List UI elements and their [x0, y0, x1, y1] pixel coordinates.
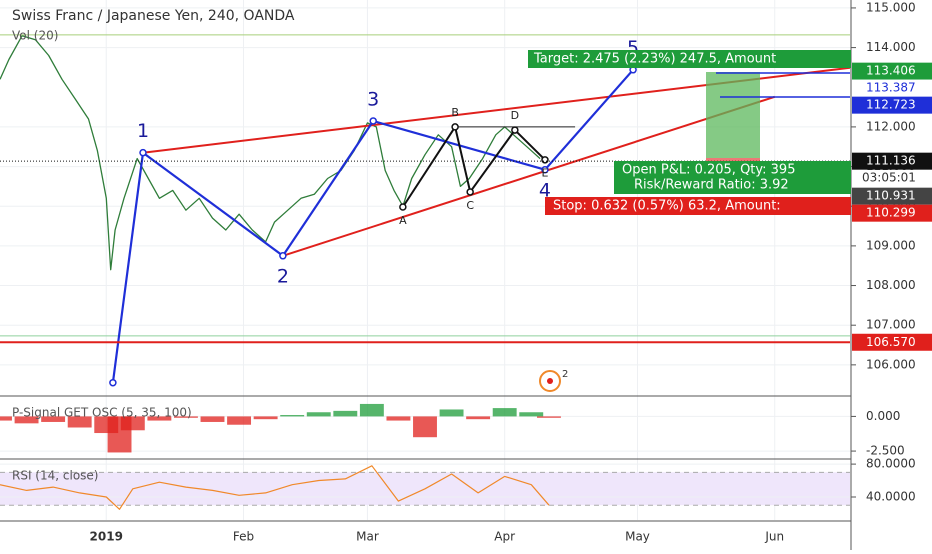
- oscillator-bar: [519, 412, 544, 417]
- y-tick-label: 40.0000: [866, 489, 916, 503]
- oscillator-bar: [147, 416, 172, 421]
- price-marker: [852, 96, 932, 114]
- price-marker-label: 110.299: [866, 206, 916, 220]
- price-marker-label: 106.570: [866, 335, 916, 349]
- wave-label: C: [466, 199, 474, 212]
- wave-point: [541, 165, 549, 174]
- oscillator-bar: [537, 416, 561, 418]
- wave-point: [139, 148, 147, 157]
- wave-label: E: [541, 167, 548, 180]
- price-marker-label: 111.136: [866, 154, 916, 168]
- y-tick-label: 112.000: [866, 119, 916, 133]
- series-line: [0, 35, 541, 271]
- price-marker-label: 110.931: [866, 189, 916, 203]
- price-marker: [852, 62, 932, 80]
- y-tick-label: 0.000: [866, 409, 900, 423]
- oscillator-bar: [386, 416, 411, 421]
- wave-label: 1: [137, 120, 149, 142]
- price-marker-label: 113.406: [866, 64, 916, 78]
- wave-label: 2: [277, 265, 289, 287]
- series-line: [282, 95, 776, 257]
- price-marker: [852, 204, 932, 222]
- oscillator-bar: [359, 403, 384, 417]
- x-tick-label: Mar: [356, 530, 379, 544]
- oscillator-bar: [173, 416, 198, 418]
- x-tick-label: 2019: [90, 530, 123, 544]
- wave-point: [279, 252, 287, 260]
- wave-point: [541, 156, 549, 164]
- oscillator-bar: [120, 416, 145, 431]
- wave-label: 3: [367, 88, 379, 110]
- oscillator-bar: [200, 416, 225, 422]
- y-tick-label: 108.000: [866, 278, 916, 292]
- oscillator-bar: [492, 408, 517, 417]
- oscillator-bar: [439, 409, 464, 417]
- y-tick-label: 109.000: [866, 238, 916, 252]
- wave-point: [466, 188, 474, 196]
- rsi-label: RSI (14, close): [12, 469, 98, 483]
- wave-point: [399, 203, 407, 211]
- oscillator-bar: [14, 416, 39, 424]
- alert-count: 2: [562, 369, 568, 380]
- pl-box: [614, 161, 851, 194]
- oscillator-bar: [306, 412, 331, 417]
- y-tick-label: 106.000: [866, 357, 916, 371]
- y-tick-label: 114.000: [866, 40, 916, 54]
- oscillator-bar: [253, 416, 278, 420]
- stop-box: [545, 197, 851, 215]
- y-tick-label: 80.0000: [866, 457, 916, 471]
- oscillator-bar: [0, 416, 12, 421]
- oscillator-bar: [333, 410, 358, 417]
- oscillator-bar: [280, 415, 305, 417]
- oscillator-bar: [466, 416, 491, 420]
- open-pl-text: Open P&L: 0.205, Qty: 395: [622, 163, 795, 178]
- y-tick-label: -2.500: [866, 444, 905, 458]
- axis-labels: 2019 Feb Mar Apr May Jun 106.000 107.000 108.000…: [90, 0, 932, 544]
- y-tick-label: 107.000: [866, 318, 916, 332]
- alert-icon[interactable]: [539, 370, 561, 392]
- wave-point: [451, 123, 459, 131]
- profit-zone: [706, 72, 760, 158]
- risk-reward-text: Risk/Reward Ratio: 3.92: [634, 178, 789, 193]
- target-box: [528, 50, 851, 68]
- oscillator-bar: [41, 416, 66, 422]
- price-marker: [852, 152, 932, 170]
- wave-label: A: [399, 214, 407, 227]
- wave-label: D: [511, 109, 519, 122]
- price-marker: [852, 79, 932, 97]
- overlay: Swiss Franc / Japanese Yen, 240, OANDA V…: [12, 8, 851, 483]
- oscillator-label: P-Signal GET OSC (5, 35, 100): [12, 406, 192, 420]
- wave-label: 4: [539, 179, 551, 201]
- price-marker-label: 113.387: [866, 81, 916, 95]
- wave-label: B: [451, 106, 459, 119]
- stop-text: Stop: 0.632 (0.57%) 63.2, Amount:: [553, 199, 781, 214]
- x-tick-label: Feb: [233, 530, 254, 544]
- x-tick-label: Jun: [764, 530, 784, 544]
- wave-point: [369, 117, 377, 125]
- chart-title: Swiss Franc / Japanese Yen, 240, OANDA: [12, 8, 295, 24]
- oscillator-bar: [413, 416, 437, 438]
- target-text: Target: 2.475 (2.23%) 247.5, Amount: [533, 52, 776, 67]
- price-marker: [852, 187, 932, 205]
- oscillator-bar: [67, 416, 92, 428]
- price-marker-label: 112.723: [866, 98, 916, 112]
- volume-label: Vol (20): [12, 29, 58, 43]
- countdown: 03:05:01: [862, 171, 916, 185]
- position-tool: [706, 72, 850, 166]
- oscillator-bar: [227, 416, 252, 425]
- price-marker: [852, 333, 932, 351]
- wave-point: [109, 378, 117, 387]
- series-line: [0, 465, 550, 510]
- alert-dot: [547, 378, 553, 384]
- x-tick-label: May: [625, 530, 650, 544]
- y-tick-label: 115.000: [866, 0, 916, 14]
- series-line: [111, 69, 634, 383]
- wave-point: [511, 126, 519, 134]
- x-tick-label: Apr: [494, 530, 515, 544]
